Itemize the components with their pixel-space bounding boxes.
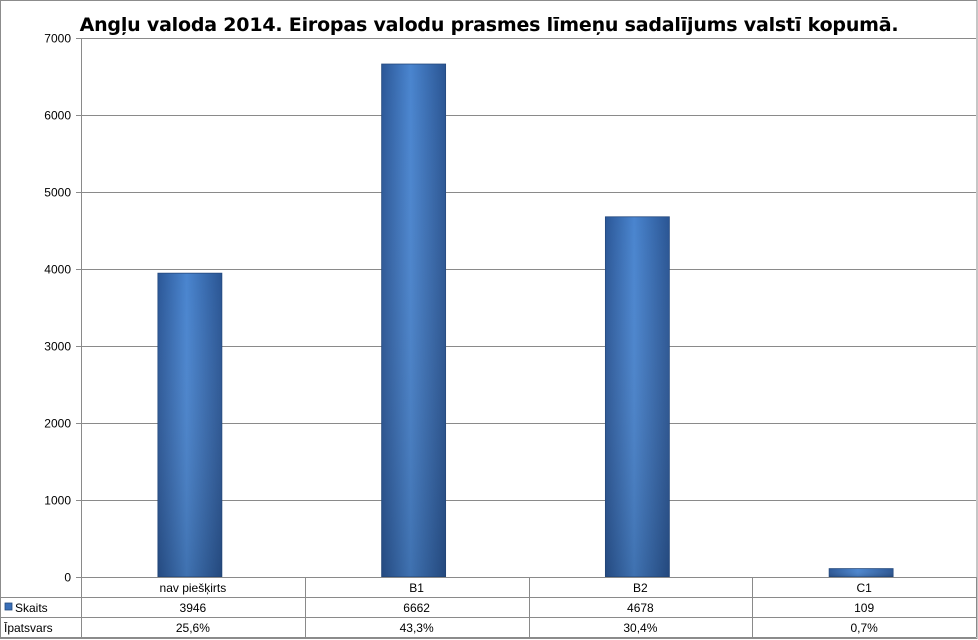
y-tick-label: 4000 bbox=[44, 263, 71, 277]
y-tick-label: 6000 bbox=[44, 109, 71, 123]
x-category-label: C1 bbox=[856, 581, 872, 595]
table-cell-value: 3946 bbox=[180, 601, 207, 615]
bar-shade bbox=[605, 216, 670, 577]
legend-key bbox=[4, 602, 13, 611]
table-cell-value: 30,4% bbox=[623, 621, 657, 635]
y-tick-label: 0 bbox=[64, 571, 71, 585]
table-cell-value: 0,7% bbox=[850, 621, 878, 635]
table-cell-value: 25,6% bbox=[176, 621, 210, 635]
x-category-label: nav piešķirts bbox=[160, 581, 227, 595]
table-cell-value: 6662 bbox=[403, 601, 430, 615]
chart-title: Angļu valoda 2014. Eiropas valodu prasme… bbox=[79, 14, 899, 36]
table-cell-value: 4678 bbox=[627, 601, 654, 615]
y-tick-label: 5000 bbox=[44, 186, 71, 200]
bar-shade bbox=[381, 64, 446, 577]
table-row-label: Īpatsvars bbox=[4, 621, 53, 635]
y-tick-label: 3000 bbox=[44, 340, 71, 354]
table-cell-value: 109 bbox=[854, 601, 874, 615]
x-category-label: B2 bbox=[633, 581, 648, 595]
y-tick-label: 2000 bbox=[44, 417, 71, 431]
y-tick-label: 7000 bbox=[44, 32, 71, 46]
table-row-label: Skaits bbox=[15, 601, 48, 615]
x-category-label: B1 bbox=[409, 581, 424, 595]
y-tick-label: 1000 bbox=[44, 494, 71, 508]
table-cell-value: 43,3% bbox=[400, 621, 434, 635]
bar-shade bbox=[829, 568, 894, 577]
bar-shade bbox=[157, 273, 222, 577]
